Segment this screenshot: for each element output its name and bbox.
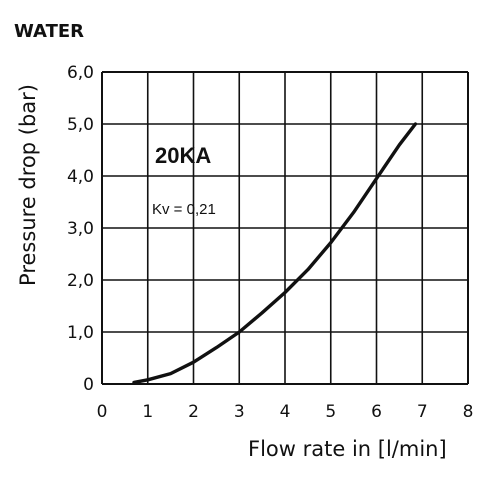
y-tick-label-3: 3,0 [67,219,94,239]
y-tick-label-0: 0 [83,375,94,395]
x-tick-label-8: 8 [463,402,474,422]
y-tick-label-6: 6,0 [67,63,94,83]
x-tick-label-4: 4 [280,402,291,422]
y-tick-label-2: 2,0 [67,271,94,291]
tick-labels: 0 1 2 3 4 5 6 7 8 0 1,0 2,0 3,0 4,0 5,0 6,0 [67,63,473,422]
x-axis-label: Flow rate in [l/min] [248,437,447,461]
x-tick-label-3: 3 [234,402,245,422]
x-tick-label-0: 0 [97,402,108,422]
x-tick-label-5: 5 [325,402,336,422]
x-tick-label-7: 7 [417,402,428,422]
chart-title: WATER [14,21,84,42]
x-tick-label-2: 2 [188,402,199,422]
y-tick-label-5: 5,0 [67,115,94,135]
series-line-0 [132,122,418,385]
kv-label: Kv = 0,21 [152,201,216,218]
grid [101,71,469,385]
curve-layer [132,122,418,385]
y-axis-label: Pressure drop (bar) [16,84,40,286]
x-tick-label-6: 6 [371,402,382,422]
y-tick-label-4: 4,0 [67,167,94,187]
model-label: 20KA [155,143,211,168]
x-tick-label-1: 1 [142,402,153,422]
y-tick-label-1: 1,0 [67,323,94,343]
